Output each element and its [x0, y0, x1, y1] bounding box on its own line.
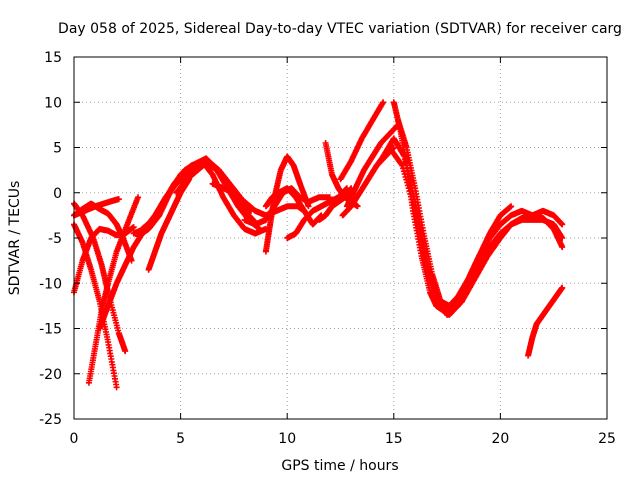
y-tick-label: -25 — [39, 412, 62, 428]
x-tick-label: 10 — [278, 431, 296, 447]
plus-markers — [343, 121, 402, 210]
x-tick-label: 15 — [385, 431, 403, 447]
series-arc-15 — [262, 153, 312, 255]
axis-ticks — [73, 56, 608, 420]
plus-markers — [145, 176, 193, 273]
plus-markers — [373, 144, 566, 318]
data-series — [71, 99, 566, 391]
plus-markers — [337, 99, 387, 183]
series-arc-20 — [337, 99, 387, 183]
x-tick-label: 0 — [70, 431, 79, 447]
y-tick-label: -5 — [48, 231, 62, 247]
y-tick-label: -10 — [39, 276, 62, 292]
x-tick-label: 20 — [491, 431, 509, 447]
x-tick-label: 5 — [176, 431, 185, 447]
tick-labels: 0 5 10 15 20 25 -25 -20 -15 -10 -5 0 5 10 15 — [39, 50, 616, 447]
plus-markers — [96, 230, 146, 332]
plus-markers — [395, 117, 515, 309]
x-tick-label: 25 — [598, 431, 616, 447]
series-arc-05 — [85, 194, 141, 386]
y-tick-label: 5 — [53, 141, 62, 157]
y-axis-label: SDTVAR / TECUs — [7, 181, 23, 296]
series-arc-27 — [525, 284, 566, 359]
plus-markers — [525, 284, 566, 359]
y-tick-label: 15 — [44, 50, 62, 66]
chart-title: Day 058 of 2025, Sidereal Day-to-day VTE… — [58, 21, 622, 37]
y-tick-label: -15 — [39, 322, 62, 338]
x-axis-label: GPS time / hours — [281, 458, 398, 474]
y-tick-label: -20 — [39, 367, 62, 383]
series-arc-06 — [96, 230, 146, 332]
series-arc-25 — [373, 144, 566, 318]
plus-markers — [262, 153, 312, 255]
series-arc-11 — [135, 158, 269, 240]
series-arc-08 — [145, 176, 193, 273]
plus-markers — [85, 194, 141, 386]
plus-markers — [135, 158, 269, 240]
y-tick-label: 10 — [44, 95, 62, 111]
y-tick-label: 0 — [53, 186, 62, 202]
series-arc-21 — [343, 121, 402, 210]
series-arc-26 — [395, 117, 515, 309]
